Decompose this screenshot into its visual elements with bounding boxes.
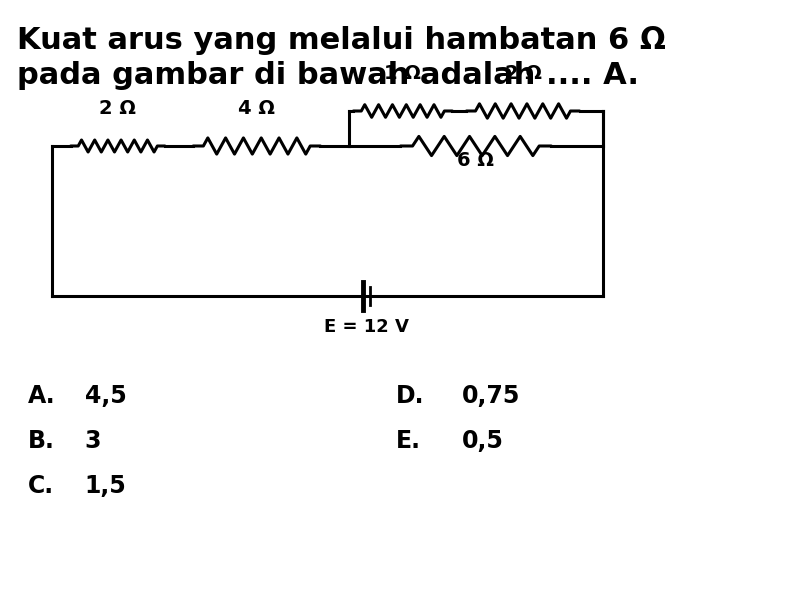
- Text: A.: A.: [29, 384, 56, 408]
- Text: Kuat arus yang melalui hambatan 6 Ω: Kuat arus yang melalui hambatan 6 Ω: [17, 26, 665, 55]
- Text: E = 12 V: E = 12 V: [324, 318, 409, 336]
- Text: 2 Ω: 2 Ω: [100, 99, 136, 118]
- Text: 6 Ω: 6 Ω: [458, 151, 494, 170]
- Text: 1 Ω: 1 Ω: [384, 64, 421, 83]
- Text: 3: 3: [85, 429, 101, 453]
- Text: 4 Ω: 4 Ω: [238, 99, 275, 118]
- Text: E.: E.: [396, 429, 421, 453]
- Text: 4,5: 4,5: [85, 384, 127, 408]
- Text: 2 Ω: 2 Ω: [505, 64, 541, 83]
- Text: 1,5: 1,5: [85, 474, 127, 498]
- Text: 0,75: 0,75: [462, 384, 520, 408]
- Text: 0,5: 0,5: [462, 429, 504, 453]
- Text: D.: D.: [396, 384, 424, 408]
- Text: pada gambar di bawah adalah .... A.: pada gambar di bawah adalah .... A.: [17, 61, 639, 90]
- Text: B.: B.: [29, 429, 55, 453]
- Text: C.: C.: [29, 474, 54, 498]
